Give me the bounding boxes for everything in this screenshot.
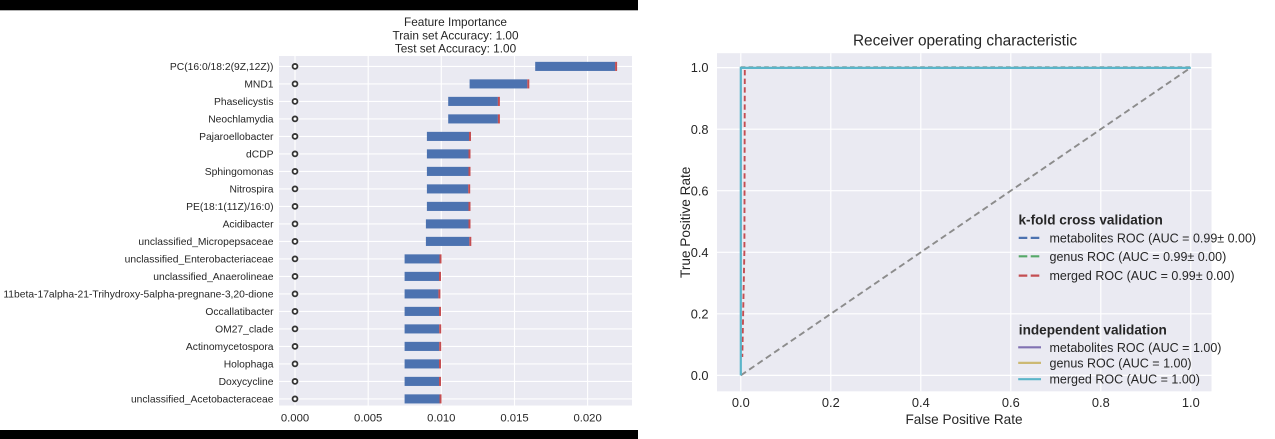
svg-text:metabolites ROC (AUC = 1.00): metabolites ROC (AUC = 1.00) (1050, 341, 1222, 355)
svg-text:11beta-17alpha-21-Trihydroxy-5: 11beta-17alpha-21-Trihydroxy-5alpha-preg… (3, 290, 273, 301)
svg-text:0.000: 0.000 (281, 413, 309, 425)
svg-text:1.0: 1.0 (691, 60, 709, 75)
svg-text:True Positive Rate: True Positive Rate (678, 167, 693, 278)
svg-text:merged ROC (AUC = 1.00): merged ROC (AUC = 1.00) (1050, 373, 1200, 387)
svg-text:unclassified_Micropepsaceae: unclassified_Micropepsaceae (138, 237, 273, 248)
svg-text:0.0: 0.0 (691, 368, 709, 383)
svg-text:0.005: 0.005 (354, 413, 382, 425)
svg-text:Pajaroellobacter: Pajaroellobacter (199, 132, 274, 143)
svg-text:genus ROC (AUC = 0.99± 0.00): genus ROC (AUC = 0.99± 0.00) (1050, 250, 1227, 264)
svg-text:dCDP: dCDP (246, 150, 274, 161)
svg-text:MND1: MND1 (244, 80, 273, 91)
svg-text:Holophaga: Holophaga (224, 360, 274, 371)
svg-text:0.2: 0.2 (822, 395, 840, 410)
svg-text:Test set Accuracy: 1.00: Test set Accuracy: 1.00 (395, 42, 517, 56)
svg-text:0.2: 0.2 (691, 306, 709, 321)
svg-text:Train set Accuracy: 1.00: Train set Accuracy: 1.00 (392, 29, 519, 43)
svg-text:unclassified_Anaerolineae: unclassified_Anaerolineae (153, 272, 273, 283)
svg-text:0.010: 0.010 (427, 413, 455, 425)
svg-text:unclassified_Enterobacteriacea: unclassified_Enterobacteriaceae (125, 255, 274, 266)
svg-text:Receiver operating characteris: Receiver operating characteristic (853, 33, 1077, 50)
svg-text:k-fold cross validation: k-fold cross validation (1019, 213, 1163, 228)
svg-text:Actinomycetospora: Actinomycetospora (186, 342, 274, 353)
svg-text:genus ROC (AUC = 1.00): genus ROC (AUC = 1.00) (1050, 356, 1192, 370)
svg-text:0.6: 0.6 (691, 183, 709, 198)
svg-text:PE(18:1(11Z)/16:0): PE(18:1(11Z)/16:0) (186, 202, 273, 213)
svg-text:Phaselicystis: Phaselicystis (214, 97, 274, 108)
svg-text:metabolites ROC (AUC = 0.99± 0: metabolites ROC (AUC = 0.99± 0.00) (1050, 231, 1257, 245)
svg-text:0.4: 0.4 (691, 245, 709, 260)
svg-text:0.4: 0.4 (912, 395, 930, 410)
svg-text:merged ROC (AUC = 0.99± 0.00): merged ROC (AUC = 0.99± 0.00) (1050, 269, 1235, 283)
svg-text:False Positive Rate: False Positive Rate (905, 412, 1022, 427)
svg-text:unclassified_Acetobacteraceae: unclassified_Acetobacteraceae (131, 395, 274, 406)
svg-text:0.8: 0.8 (691, 122, 709, 137)
svg-text:0.020: 0.020 (573, 413, 601, 425)
svg-text:PC(16:0/18:2(9Z,12Z)): PC(16:0/18:2(9Z,12Z)) (170, 62, 274, 73)
svg-text:Doxycycline: Doxycycline (219, 377, 274, 388)
svg-text:Acidibacter: Acidibacter (223, 220, 275, 231)
svg-text:Feature Importance: Feature Importance (404, 15, 507, 29)
svg-text:0.8: 0.8 (1092, 395, 1110, 410)
svg-text:independent validation: independent validation (1019, 323, 1167, 338)
svg-text:Sphingomonas: Sphingomonas (205, 167, 274, 178)
svg-text:Neochlamydia: Neochlamydia (208, 115, 274, 126)
svg-text:0.0: 0.0 (732, 395, 750, 410)
svg-text:0.015: 0.015 (500, 413, 528, 425)
svg-text:OM27_clade: OM27_clade (215, 325, 274, 336)
svg-text:Nitrospira: Nitrospira (229, 185, 273, 196)
svg-text:1.0: 1.0 (1182, 395, 1200, 410)
svg-text:Occallatibacter: Occallatibacter (205, 307, 274, 318)
svg-text:0.6: 0.6 (1002, 395, 1020, 410)
